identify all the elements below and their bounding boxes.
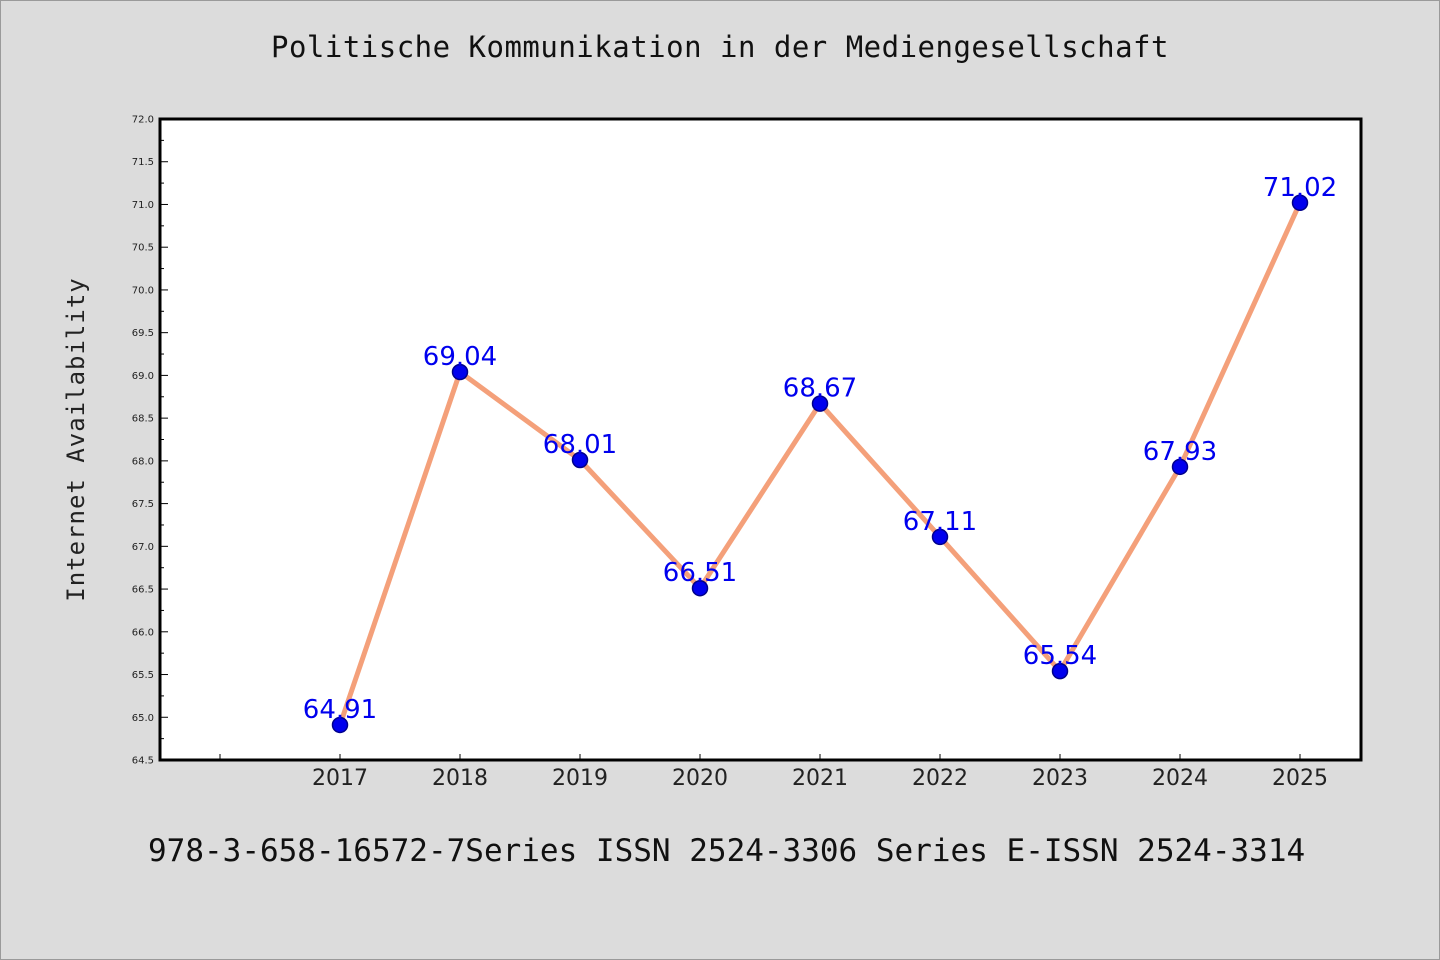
data-label: 65.54 xyxy=(1023,641,1097,671)
y-tick-label: 68.0 xyxy=(132,456,154,467)
data-point xyxy=(931,528,949,546)
y-tick-label: 65.5 xyxy=(132,670,154,681)
x-tick-label: 2019 xyxy=(552,766,608,791)
data-point xyxy=(1051,662,1069,680)
x-tick-label: 2021 xyxy=(792,766,848,791)
data-label: 68.01 xyxy=(543,430,617,460)
data-label: 71.02 xyxy=(1263,173,1337,203)
x-tick-label: 2017 xyxy=(312,766,368,791)
data-point xyxy=(331,716,349,734)
x-tick-label: 2018 xyxy=(432,766,488,791)
y-tick-label: 71.0 xyxy=(132,200,154,211)
y-tick-label: 72.0 xyxy=(132,115,154,126)
data-point xyxy=(1291,194,1309,212)
data-point xyxy=(451,363,469,381)
x-tick-label: 2025 xyxy=(1272,766,1328,791)
data-point xyxy=(811,395,829,412)
plot-border xyxy=(158,117,1363,762)
y-tick-label: 70.0 xyxy=(132,285,154,296)
data-label: 68.67 xyxy=(783,374,857,404)
chart-title: Politische Kommunikation in der Medienge… xyxy=(271,30,1169,64)
y-tick-label: 67.5 xyxy=(132,499,154,510)
data-point xyxy=(571,451,589,469)
y-tick-label: 67.0 xyxy=(132,542,154,553)
data-label: 66.51 xyxy=(663,558,737,588)
data-label: 67.93 xyxy=(1143,437,1217,467)
y-tick-label: 66.5 xyxy=(132,585,154,596)
y-tick-label: 66.0 xyxy=(132,627,154,638)
y-tick-label: 70.5 xyxy=(132,243,154,254)
y-axis-title: Internet Availability xyxy=(62,277,90,601)
data-point xyxy=(691,579,709,597)
data-label: 69.04 xyxy=(423,342,497,372)
x-tick-label: 2024 xyxy=(1152,766,1208,791)
x-tick-label: 2020 xyxy=(672,766,728,791)
y-tick-label: 69.5 xyxy=(132,328,154,339)
x-tick-label: 2023 xyxy=(1032,766,1088,791)
data-label: 64.91 xyxy=(303,695,377,725)
y-tick-label: 71.5 xyxy=(132,157,154,168)
y-tick-label: 65.0 xyxy=(132,713,154,724)
plot-area xyxy=(160,119,1361,760)
isbn-issn-footer: 978-3-658-16572-7Series ISSN 2524-3306 S… xyxy=(148,833,1306,869)
y-tick-label: 64.5 xyxy=(132,756,154,767)
data-label: 67.11 xyxy=(903,507,977,537)
y-tick-label: 69.0 xyxy=(132,371,154,382)
x-tick-label: 2022 xyxy=(912,766,968,791)
y-tick-label: 68.5 xyxy=(132,414,154,425)
data-point xyxy=(1171,458,1189,476)
